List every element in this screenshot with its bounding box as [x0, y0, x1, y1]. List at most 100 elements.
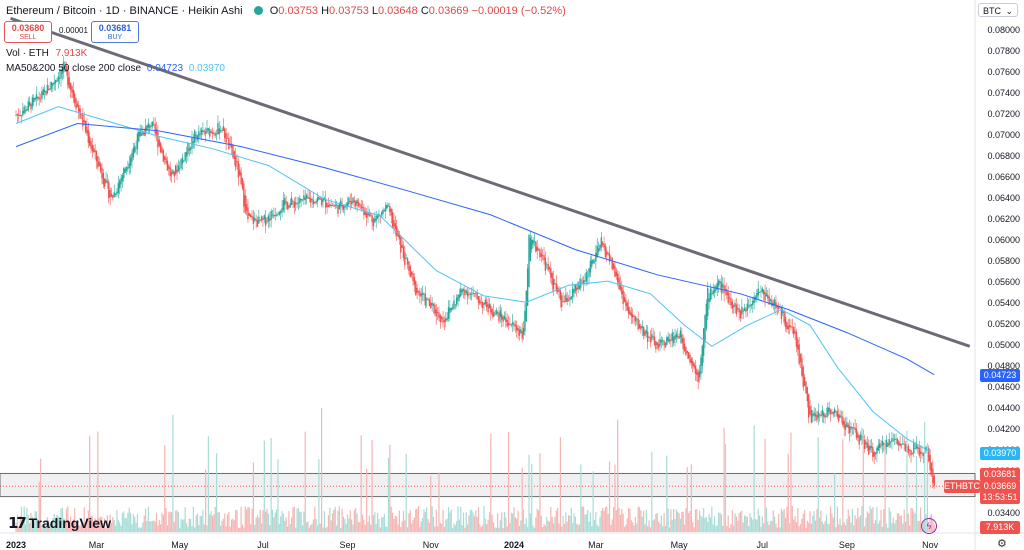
volume-bar	[808, 522, 810, 532]
time-tick-label: Nov	[422, 540, 439, 550]
symbol-title[interactable]: Ethereum / Bitcoin · 1D · BINANCE · Heik…	[6, 5, 243, 17]
candle-body	[798, 344, 800, 365]
volume-bar	[630, 520, 632, 532]
volume-bar	[675, 509, 677, 532]
candle-body	[745, 309, 747, 312]
candle-body	[386, 204, 388, 209]
volume-bar	[355, 508, 357, 532]
candle-body	[533, 241, 536, 243]
candle-body	[746, 303, 749, 311]
volume-bar	[517, 510, 519, 532]
volume-bar	[428, 522, 431, 532]
candle-body	[511, 322, 514, 325]
candle-body	[697, 372, 699, 382]
lightning-icon[interactable]: ϟ	[921, 518, 937, 534]
volume-bar	[255, 517, 257, 532]
buy-button[interactable]: 0.03681 BUY	[91, 21, 139, 43]
candle-body	[634, 316, 637, 322]
ma-legend[interactable]: MA50&200 50 close 200 close 0.04723 0.03…	[6, 63, 225, 74]
volume-bar	[72, 519, 74, 532]
candle-body	[833, 409, 836, 414]
volume-bar	[438, 472, 440, 532]
candle-body	[472, 292, 474, 294]
volume-bar	[758, 515, 761, 532]
candle-body	[165, 157, 167, 164]
volume-bar	[633, 525, 635, 532]
candle-body	[651, 334, 653, 340]
candle-body	[249, 214, 252, 218]
settings-icon[interactable]: ⚙	[997, 538, 1007, 550]
price-tick-label: 0.07600	[987, 67, 1020, 78]
candle-body	[529, 237, 532, 262]
candle-body	[194, 130, 196, 143]
candle-body	[606, 251, 608, 255]
volume-bar	[341, 508, 343, 532]
candle-body	[698, 370, 701, 378]
candle-body	[780, 307, 783, 320]
volume-bar	[898, 513, 900, 532]
volume-bar	[518, 525, 521, 532]
candle-body	[88, 136, 91, 146]
volume-bar	[799, 524, 802, 532]
candle-body	[865, 441, 867, 445]
volume-bar	[68, 523, 70, 532]
candle-body	[210, 131, 212, 133]
volume-bar	[722, 525, 724, 532]
volume-bar	[550, 506, 552, 532]
volume-bar	[906, 430, 908, 532]
candle-body	[771, 299, 773, 306]
candle-body	[610, 257, 612, 259]
volume-bar	[382, 516, 384, 532]
candle-body	[440, 316, 443, 319]
volume-bar	[883, 509, 885, 532]
volume-bar	[903, 509, 905, 532]
candle-body	[139, 130, 141, 137]
volume-bar	[614, 464, 616, 532]
volume-bar	[490, 433, 492, 532]
candle-body	[218, 128, 220, 135]
volume-bar	[696, 509, 698, 532]
volume-bar	[56, 514, 58, 532]
candle-body	[290, 197, 293, 206]
volume-bar	[296, 508, 298, 532]
candle-body	[421, 292, 424, 296]
volume-bar	[285, 517, 287, 532]
chart-header: Ethereum / Bitcoin · 1D · BINANCE · Heik…	[6, 5, 566, 17]
candle-body	[499, 310, 502, 318]
sell-button[interactable]: 0.03680 SELL	[4, 21, 52, 43]
candle-body	[43, 90, 46, 93]
volume-bar	[924, 422, 926, 532]
volume-bar	[813, 511, 815, 532]
candle-body	[491, 309, 493, 316]
candle-body	[765, 293, 768, 297]
candle-body	[842, 416, 844, 425]
volume-bar	[334, 506, 336, 532]
volume-bar	[915, 456, 918, 532]
volume-bar	[417, 506, 420, 532]
currency-select[interactable]: BTC ⌄	[978, 3, 1018, 17]
candle-body	[300, 198, 302, 201]
volume-bar	[475, 510, 477, 532]
candle-body	[325, 199, 327, 208]
candle-body	[517, 327, 519, 332]
candle-body	[61, 69, 64, 74]
volume-bar	[282, 513, 285, 532]
candle-body	[827, 407, 829, 417]
volume-bar	[180, 518, 182, 532]
volume-bar	[325, 527, 327, 532]
buy-price: 0.03681	[98, 23, 132, 33]
volume-bar	[359, 522, 361, 532]
candle-body	[730, 297, 732, 306]
volume-bar	[548, 521, 551, 532]
tradingview-logo[interactable]: 𝟭𝟳 TradingView	[8, 514, 111, 532]
volume-bar	[270, 437, 272, 532]
volume-legend[interactable]: Vol · ETH 7.913K	[6, 48, 87, 59]
candle-body	[72, 89, 75, 98]
candle-body	[769, 299, 772, 301]
volume-bar	[819, 517, 821, 532]
candle-body	[535, 241, 537, 252]
volume-bar	[716, 525, 718, 532]
volume-bar	[16, 515, 18, 532]
candle-body	[876, 447, 878, 454]
